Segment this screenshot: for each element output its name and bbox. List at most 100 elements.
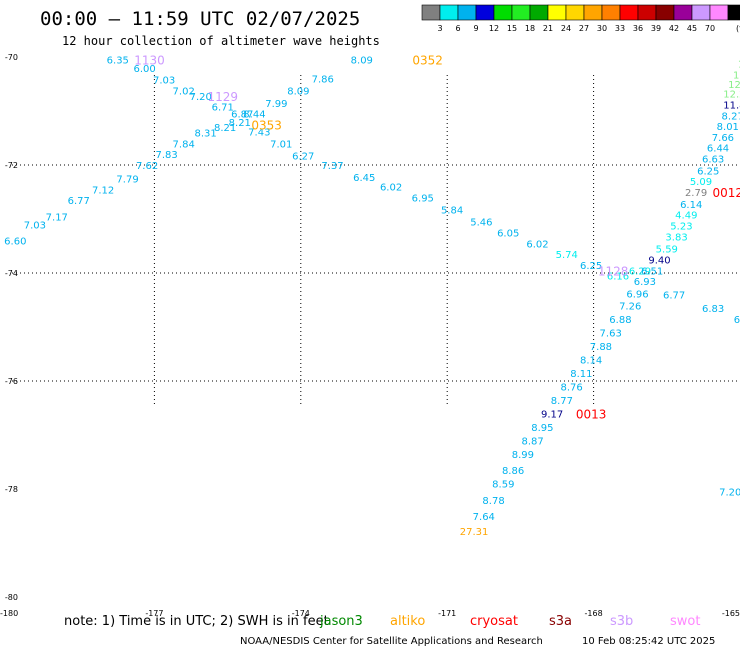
track-time-label: 1129	[207, 90, 238, 104]
y-tick-label: -72	[5, 161, 18, 170]
wave-height-value: 3.83	[665, 232, 687, 243]
wave-height-value: 6.88	[609, 315, 631, 326]
wave-height-value: 7.17	[46, 212, 68, 223]
wave-height-value: 8.31	[195, 129, 217, 140]
wave-height-value: 7.62	[136, 161, 158, 172]
wave-height-value: 7.66	[712, 133, 734, 144]
wave-height-value: 7.79	[116, 175, 138, 186]
wave-height-value: 7.12	[92, 185, 114, 196]
colorbar-swatch	[601, 4, 621, 21]
legend-entry-s3a: s3a	[549, 614, 572, 629]
colorbar-swatch	[493, 4, 513, 21]
wave-height-value: 12.16	[728, 80, 740, 91]
wave-height-value: 6.71	[212, 103, 234, 114]
wave-height-value: 9.17	[541, 409, 563, 420]
colorbar-swatch	[583, 4, 603, 21]
colorbar-tick-label: 24	[561, 24, 571, 33]
wave-height-value: 8.76	[561, 382, 583, 393]
x-tick-label: -171	[438, 609, 456, 618]
colorbar-swatch	[547, 4, 567, 21]
x-tick-label: -168	[585, 609, 603, 618]
colorbar-tick-label: 21	[543, 24, 553, 33]
wave-height-value: 8.78	[482, 496, 504, 507]
wave-height-value: 6.16	[607, 272, 629, 283]
wave-height-value: 6.00	[134, 64, 156, 75]
wave-height-value: 6.93	[634, 277, 656, 288]
colorbar-swatch	[565, 4, 585, 21]
track-time-label: 0013	[576, 407, 607, 421]
wave-height-value: 7.03	[153, 76, 175, 87]
wave-height-value: 6.02	[526, 239, 548, 250]
colorbar-swatch	[655, 4, 675, 21]
wave-height-value: 5.09	[690, 177, 712, 188]
grid-lines	[12, 75, 740, 405]
colorbar-tick-label: 18	[525, 24, 535, 33]
wave-height-value: 11.85	[723, 101, 740, 112]
x-tick-label: -180	[0, 609, 18, 618]
wave-height-value: 6.87	[231, 110, 253, 121]
wave-height-value: 6.95	[412, 193, 434, 204]
x-tick-label: -177	[145, 609, 163, 618]
wave-height-value: 7.83	[155, 150, 177, 161]
chart-title: 00:00 — 11:59 UTC 02/07/2025	[40, 8, 360, 30]
wave-height-value: 7.20	[719, 488, 740, 499]
wave-height-value: 27.31	[460, 527, 489, 538]
colorbar-tick-label: 9	[473, 24, 478, 33]
wave-height-value: 7.86	[312, 75, 334, 86]
wave-height-value: 8.21	[214, 123, 236, 134]
wave-height-value: 6.51	[641, 266, 663, 277]
colorbar-swatch	[529, 4, 549, 21]
wave-height-value: 6.77	[663, 291, 685, 302]
legend-entry-cryosat: cryosat	[470, 614, 518, 629]
wave-height-value: 8.27	[722, 111, 740, 122]
wave-height-value: 5.59	[656, 245, 678, 256]
wave-height-value: 7.37	[321, 161, 343, 172]
wave-height-value: 6.77	[68, 196, 90, 207]
wave-height-value: 6.83	[702, 304, 724, 315]
wave-height-value: 7.63	[600, 328, 622, 339]
colorbar-unit: (ft)	[736, 24, 740, 33]
wave-height-points: 6.607.037.176.777.127.797.627.837.848.31…	[4, 56, 740, 538]
wave-height-value: 5.46	[470, 218, 492, 229]
colorbar-tick-label: 15	[507, 24, 517, 33]
satellite-legend: jason3 altiko cryosat s3a s3b swot	[319, 614, 700, 629]
colorbar-swatch	[727, 4, 740, 21]
wave-height-value: 7.02	[173, 86, 195, 97]
colorbar-tick-label: 39	[651, 24, 661, 33]
wave-height-value: 12.25	[723, 90, 740, 101]
colorbar-tick-label: 42	[669, 24, 679, 33]
wave-height-value: 9.40	[648, 256, 670, 267]
colorbar-swatch	[475, 4, 495, 21]
wave-height-value: 7.88	[590, 342, 612, 353]
track-time-label: 1130	[134, 54, 165, 68]
x-tick-label: -165	[722, 609, 740, 618]
y-tick-label: -78	[5, 485, 18, 494]
legend-entry-s3b: s3b	[610, 614, 633, 629]
x-tick-label: -174	[292, 609, 310, 618]
y-tick-label: -70	[5, 53, 18, 62]
colorbar-swatch	[421, 4, 441, 21]
credit-timestamp: 10 Feb 08:25:42 UTC 2025	[582, 636, 715, 647]
colorbar-swatch	[511, 4, 531, 21]
wave-height-value: 7.20	[190, 92, 212, 103]
wave-height-value: 7.43	[248, 128, 270, 139]
legend-entry-jason3: jason3	[319, 614, 363, 629]
wave-height-value: 12.97	[733, 70, 740, 81]
wave-height-value: 8.11	[570, 369, 592, 380]
wave-height-value: 8.09	[287, 86, 309, 97]
wave-height-value: 8.99	[512, 450, 534, 461]
colorbar-tick-label: 6	[455, 24, 460, 33]
wave-height-value: 8.44	[243, 110, 265, 121]
wave-height-value: 12.30	[738, 59, 740, 70]
wave-height-value: 5.23	[670, 221, 692, 232]
legend-entry-swot: swot	[670, 614, 700, 629]
wave-height-value: 2.79	[685, 188, 707, 199]
colorbar-tick-label: 70	[705, 24, 715, 33]
y-tick-label: -76	[5, 377, 18, 386]
track-time-label: 0012	[713, 186, 740, 200]
wave-height-value: 7.84	[173, 139, 195, 150]
wave-height-value: 6.44	[707, 144, 729, 155]
wave-height-value: 8.77	[551, 396, 573, 407]
colorbar-swatch	[457, 4, 477, 21]
